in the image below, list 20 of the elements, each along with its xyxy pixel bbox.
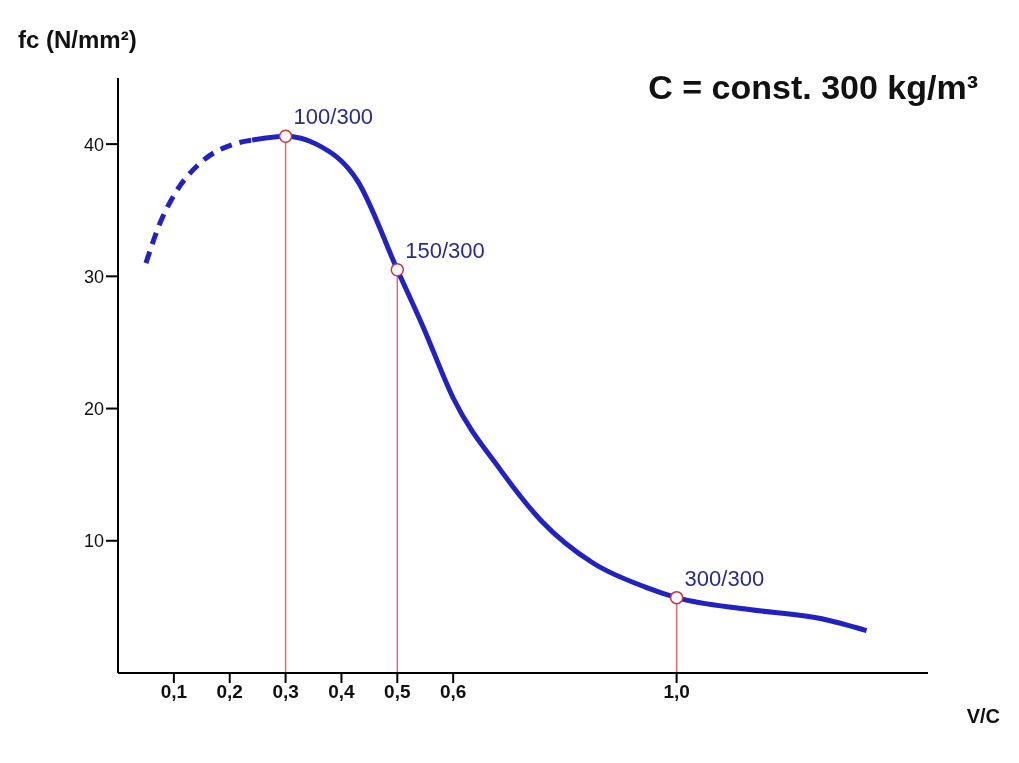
x-tick-label: 0,2 [216, 681, 243, 703]
y-tick-label: 20 [83, 398, 104, 419]
annotation: 100/300 [293, 104, 374, 130]
y-tick-label: 30 [83, 266, 104, 287]
x-tick-label: 0,5 [384, 681, 411, 703]
x-tick-label: 0,4 [328, 681, 356, 703]
annotation: 300/300 [684, 565, 765, 591]
x-tick-label: 0,1 [160, 681, 188, 703]
annotation: 150/300 [405, 237, 485, 263]
point [390, 262, 405, 277]
chart-title: C = const. 300 kg/m³ [648, 68, 978, 107]
x-axis-title: V/C [966, 705, 1000, 728]
x-tick-label: 1,0 [663, 681, 690, 703]
point [278, 129, 293, 143]
y-tick-label: 10 [83, 531, 104, 552]
x-tick-label: 0,3 [272, 681, 299, 703]
x-tick-label: 0,6 [439, 681, 467, 703]
y-tick-label: 40 [83, 134, 104, 155]
y-axis-title: fc (N/mm²) [18, 26, 137, 54]
point [669, 590, 684, 605]
